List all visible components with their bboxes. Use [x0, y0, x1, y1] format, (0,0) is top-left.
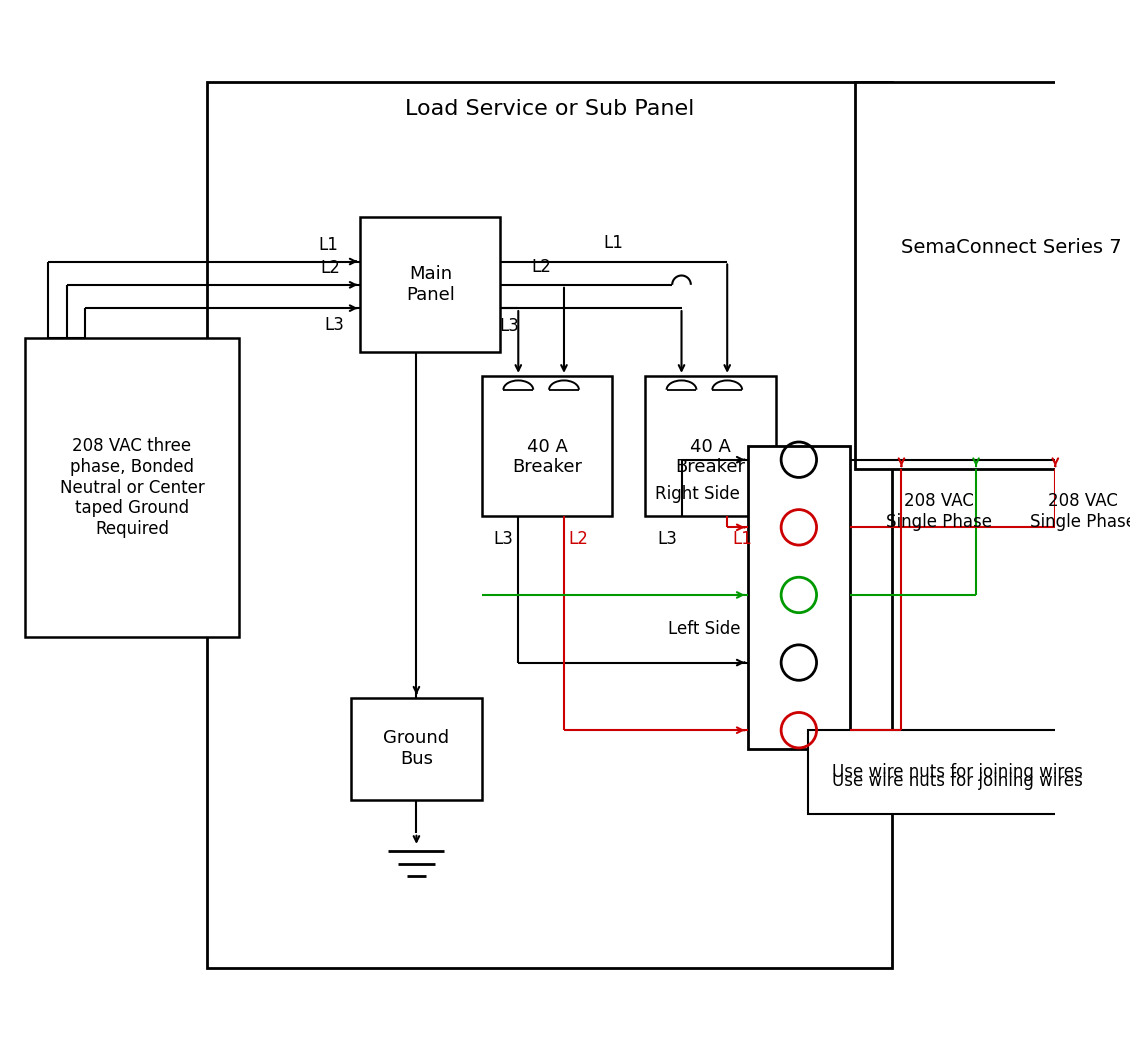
Text: L1: L1 — [732, 529, 751, 548]
Text: Main
Panel: Main Panel — [406, 266, 455, 304]
Bar — [748, 445, 850, 749]
Text: L1: L1 — [603, 234, 624, 252]
Text: L1: L1 — [318, 236, 338, 254]
Bar — [481, 376, 612, 516]
Text: L2: L2 — [568, 529, 589, 548]
Text: L3: L3 — [494, 529, 514, 548]
Text: L3: L3 — [499, 317, 520, 335]
Text: Ground
Bus: Ground Bus — [383, 730, 450, 769]
Text: Right Side: Right Side — [655, 484, 740, 503]
Text: L2: L2 — [531, 257, 551, 275]
Text: 40 A
Breaker: 40 A Breaker — [676, 438, 746, 477]
Bar — [351, 697, 481, 800]
Bar — [808, 730, 1106, 814]
Bar — [360, 217, 501, 353]
Text: Use wire nuts for joining wires: Use wire nuts for joining wires — [832, 772, 1083, 791]
Text: 208 VAC
Single Phase: 208 VAC Single Phase — [886, 492, 992, 531]
Text: Left Side: Left Side — [668, 620, 740, 637]
Text: L3: L3 — [324, 316, 345, 334]
Bar — [25, 338, 240, 637]
Text: Use wire nuts for joining wires: Use wire nuts for joining wires — [832, 763, 1083, 781]
Bar — [645, 376, 775, 516]
Text: 208 VAC three
phase, Bonded
Neutral or Center
taped Ground
Required: 208 VAC three phase, Bonded Neutral or C… — [60, 437, 205, 539]
Text: Load Service or Sub Panel: Load Service or Sub Panel — [405, 99, 694, 119]
Bar — [854, 82, 1130, 469]
Text: SemaConnect Series 7: SemaConnect Series 7 — [901, 238, 1121, 257]
Bar — [207, 82, 892, 968]
Text: 208 VAC
Single Phase: 208 VAC Single Phase — [1031, 492, 1130, 531]
Text: L3: L3 — [657, 529, 677, 548]
Text: L2: L2 — [321, 259, 340, 277]
Text: 40 A
Breaker: 40 A Breaker — [512, 438, 582, 477]
